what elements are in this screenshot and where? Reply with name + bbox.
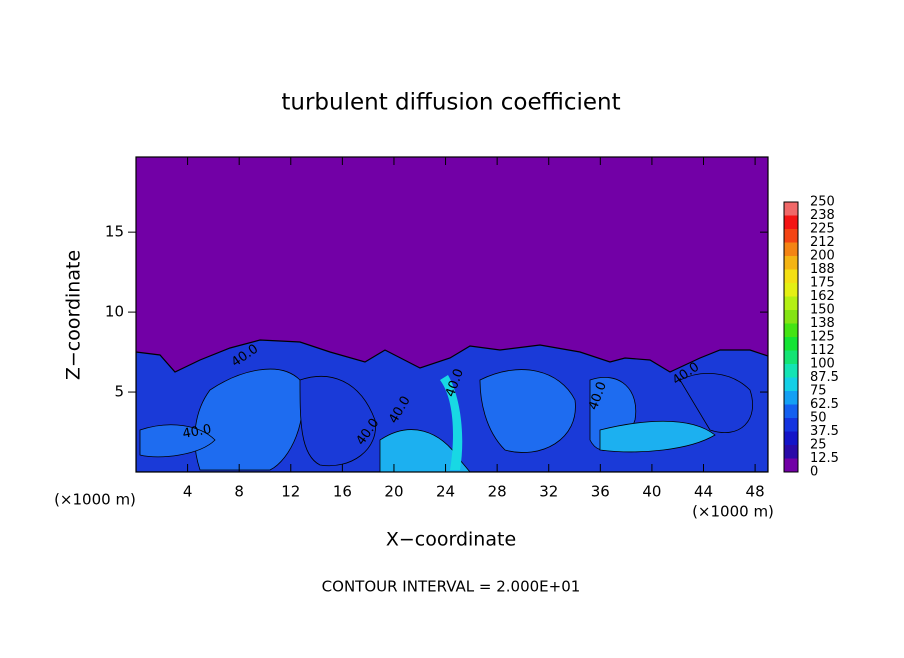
eddy (379, 429, 471, 472)
eddy (440, 375, 463, 470)
colorbar-label: 37.5 (810, 424, 839, 439)
colorbar-label: 112 (810, 343, 835, 358)
colorbar-label: 100 (810, 357, 835, 372)
x-tick-label: 44 (694, 483, 713, 501)
colorbar-segment (784, 229, 798, 243)
chart-title: turbulent diffusion coefficient (281, 90, 620, 116)
colorbar-label: 238 (810, 208, 835, 223)
eddy (299, 376, 376, 467)
colorbar-segment (784, 364, 798, 378)
x-tick-label: 32 (539, 483, 558, 501)
eddy (599, 420, 716, 453)
eddy (479, 369, 576, 453)
eddy (139, 424, 216, 458)
colorbar-segment (784, 431, 798, 445)
x-tick-label: 40 (642, 483, 661, 501)
colorbar-segment (784, 458, 798, 472)
colorbar-segment (784, 418, 798, 432)
colorbar-segment (784, 377, 798, 391)
plot-frame (135, 156, 769, 473)
x-tick-label: 8 (234, 483, 244, 501)
x-tick-label: 12 (281, 483, 300, 501)
x-axis-label: X−coordinate (386, 529, 516, 551)
colorbar-segment (784, 202, 798, 216)
colorbar-label: 150 (810, 303, 835, 318)
colorbar-label: 62.5 (810, 397, 839, 412)
colorbar-label: 25 (810, 438, 827, 453)
colorbar-frame (783, 201, 799, 473)
colorbar-label: 50 (810, 411, 827, 426)
x-tick-label: 24 (436, 483, 455, 501)
colorbar-label: 87.5 (810, 370, 839, 385)
colorbar-label: 12.5 (810, 451, 839, 466)
colorbar-segment (784, 215, 798, 229)
colorbar-segment (784, 296, 798, 310)
colorbar-segment (784, 445, 798, 459)
y-axis-label: Z−coordinate (63, 250, 85, 380)
colorbar-segment (784, 242, 798, 256)
x-unit: (×1000 m) (692, 503, 774, 521)
field (136, 157, 768, 472)
eddy (679, 373, 753, 433)
x-tick-label: 4 (183, 483, 193, 501)
colorbar-label: 125 (810, 330, 835, 345)
colorbar-label: 162 (810, 289, 835, 304)
y-unit: (×1000 m) (54, 491, 136, 509)
colorbar-label: 0 (810, 465, 818, 480)
colorbar-segment (784, 256, 798, 270)
colorbar-label: 138 (810, 316, 835, 331)
colorbar-label: 212 (810, 235, 835, 250)
colorbar-label: 75 (810, 384, 827, 399)
y-tick-label: 5 (114, 383, 124, 401)
x-tick-label: 48 (746, 483, 765, 501)
x-tick-label: 28 (488, 483, 507, 501)
colorbar-segment (784, 310, 798, 324)
colorbar-segment (784, 391, 798, 405)
annotation: CONTOUR INTERVAL = 2.000E+01 (322, 578, 581, 596)
y-tick-label: 10 (105, 303, 124, 321)
colorbar-segment (784, 350, 798, 364)
colorbar-segment (784, 283, 798, 297)
colorbar-label: 225 (810, 222, 835, 237)
x-tick-label: 16 (333, 483, 352, 501)
x-tick-label: 20 (384, 483, 403, 501)
colorbar-label: 200 (810, 249, 835, 264)
colorbar-label: 250 (810, 195, 835, 210)
colorbar-segment (784, 404, 798, 418)
x-tick-label: 36 (591, 483, 610, 501)
colorbar-label: 175 (810, 276, 835, 291)
colorbar-segment (784, 269, 798, 283)
colorbar-label: 188 (810, 262, 835, 277)
contour-label: 40.0 (181, 422, 212, 442)
colorbar-segment (784, 337, 798, 351)
y-tick-label: 15 (105, 223, 124, 241)
colorbar-segment (784, 323, 798, 337)
